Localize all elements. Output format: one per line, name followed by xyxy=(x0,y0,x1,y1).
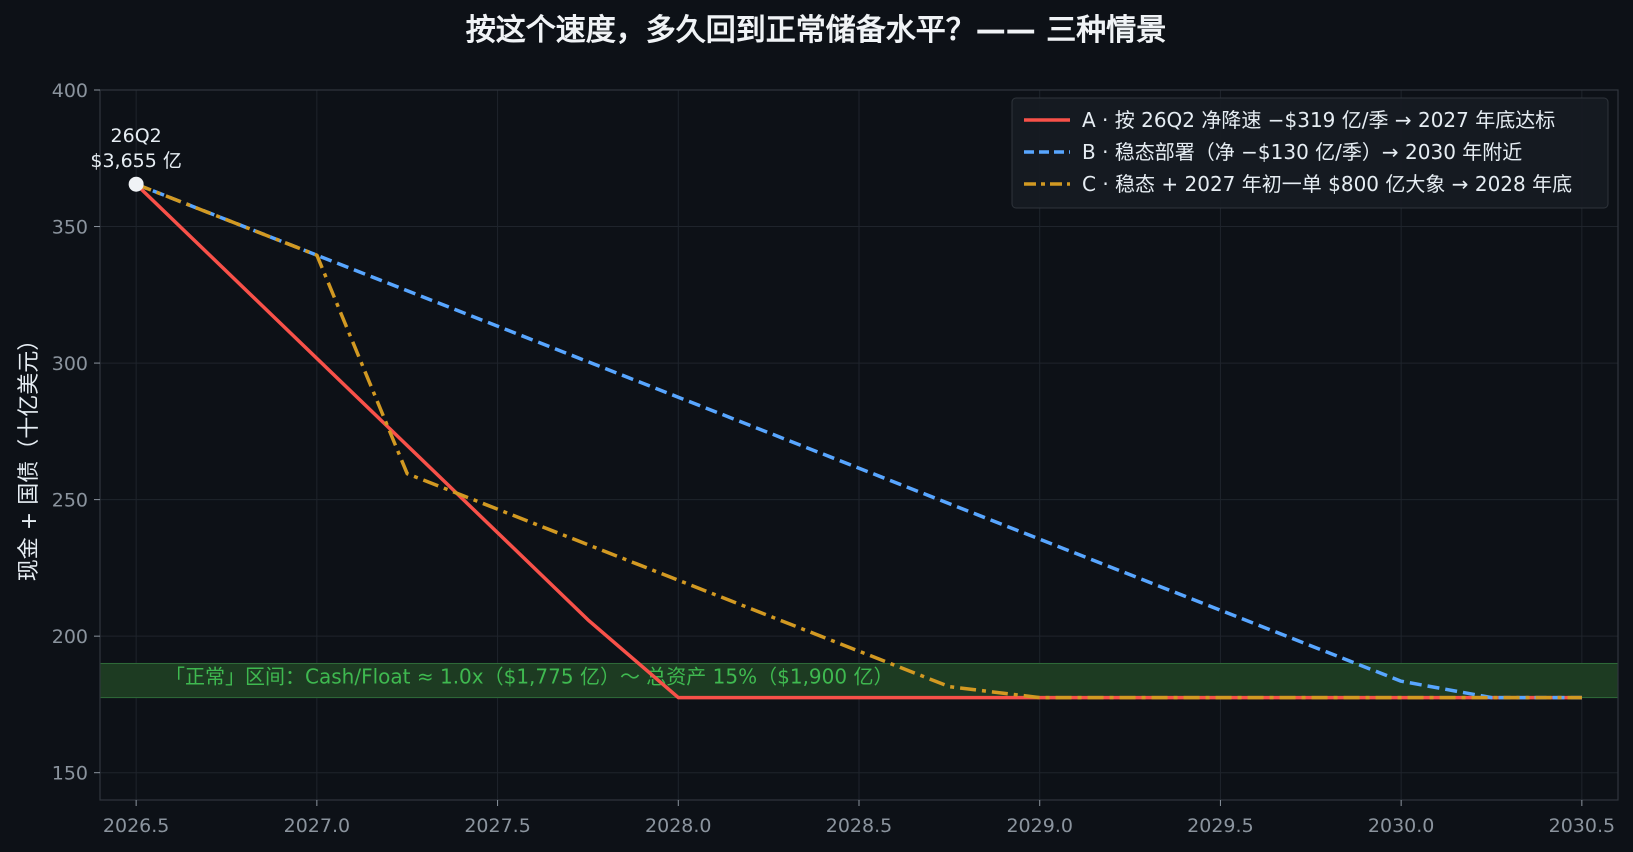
x-tick-label: 2029.0 xyxy=(1006,815,1072,837)
y-tick-label: 200 xyxy=(52,626,88,648)
x-tick-label: 2026.5 xyxy=(103,815,169,837)
legend-label-c: C · 稳态 + 2027 年初一单 $800 亿大象 → 2028 年底 xyxy=(1082,172,1572,196)
legend-label-b: B · 稳态部署（净 −$130 亿/季）→ 2030 年附近 xyxy=(1082,140,1522,164)
series-line-b xyxy=(135,182,1582,700)
normal-range-label: 「正常」区间：Cash/Float ≈ 1.0x（$1,775 亿）～ 总资产 … xyxy=(165,664,893,688)
x-tick-label: 2027.0 xyxy=(284,815,350,837)
series-line-c xyxy=(135,182,1582,700)
legend-label-a: A · 按 26Q2 净降速 −$319 亿/季 → 2027 年底达标 xyxy=(1082,108,1555,132)
series-line-a xyxy=(134,182,1582,700)
chart-title: 按这个速度，多久回到正常储备水平？—— 三种情景 xyxy=(466,13,1166,48)
x-tick-label: 2028.5 xyxy=(826,815,892,837)
start-point-marker xyxy=(128,176,144,192)
x-tick-label: 2029.5 xyxy=(1187,815,1253,837)
legend: A · 按 26Q2 净降速 −$319 亿/季 → 2027 年底达标 B · … xyxy=(1011,97,1609,209)
y-tick-label: 400 xyxy=(52,80,88,102)
y-tick-label: 300 xyxy=(52,353,88,375)
x-tick-label: 2030.5 xyxy=(1549,815,1615,837)
x-tick-label: 2030.0 xyxy=(1368,815,1434,837)
y-tick-label: 250 xyxy=(52,490,88,512)
legend-box xyxy=(1011,97,1609,209)
y-tick-label: 350 xyxy=(52,217,88,239)
start-point-label-quarter: 26Q2 xyxy=(111,125,162,147)
x-tick-label: 2028.0 xyxy=(645,815,711,837)
y-tick-label: 150 xyxy=(52,763,88,785)
y-axis-label: 现金 + 国债（十亿美元） xyxy=(17,329,42,581)
x-tick-label: 2027.5 xyxy=(464,815,530,837)
start-point-label-value: $3,655 亿 xyxy=(90,150,182,172)
